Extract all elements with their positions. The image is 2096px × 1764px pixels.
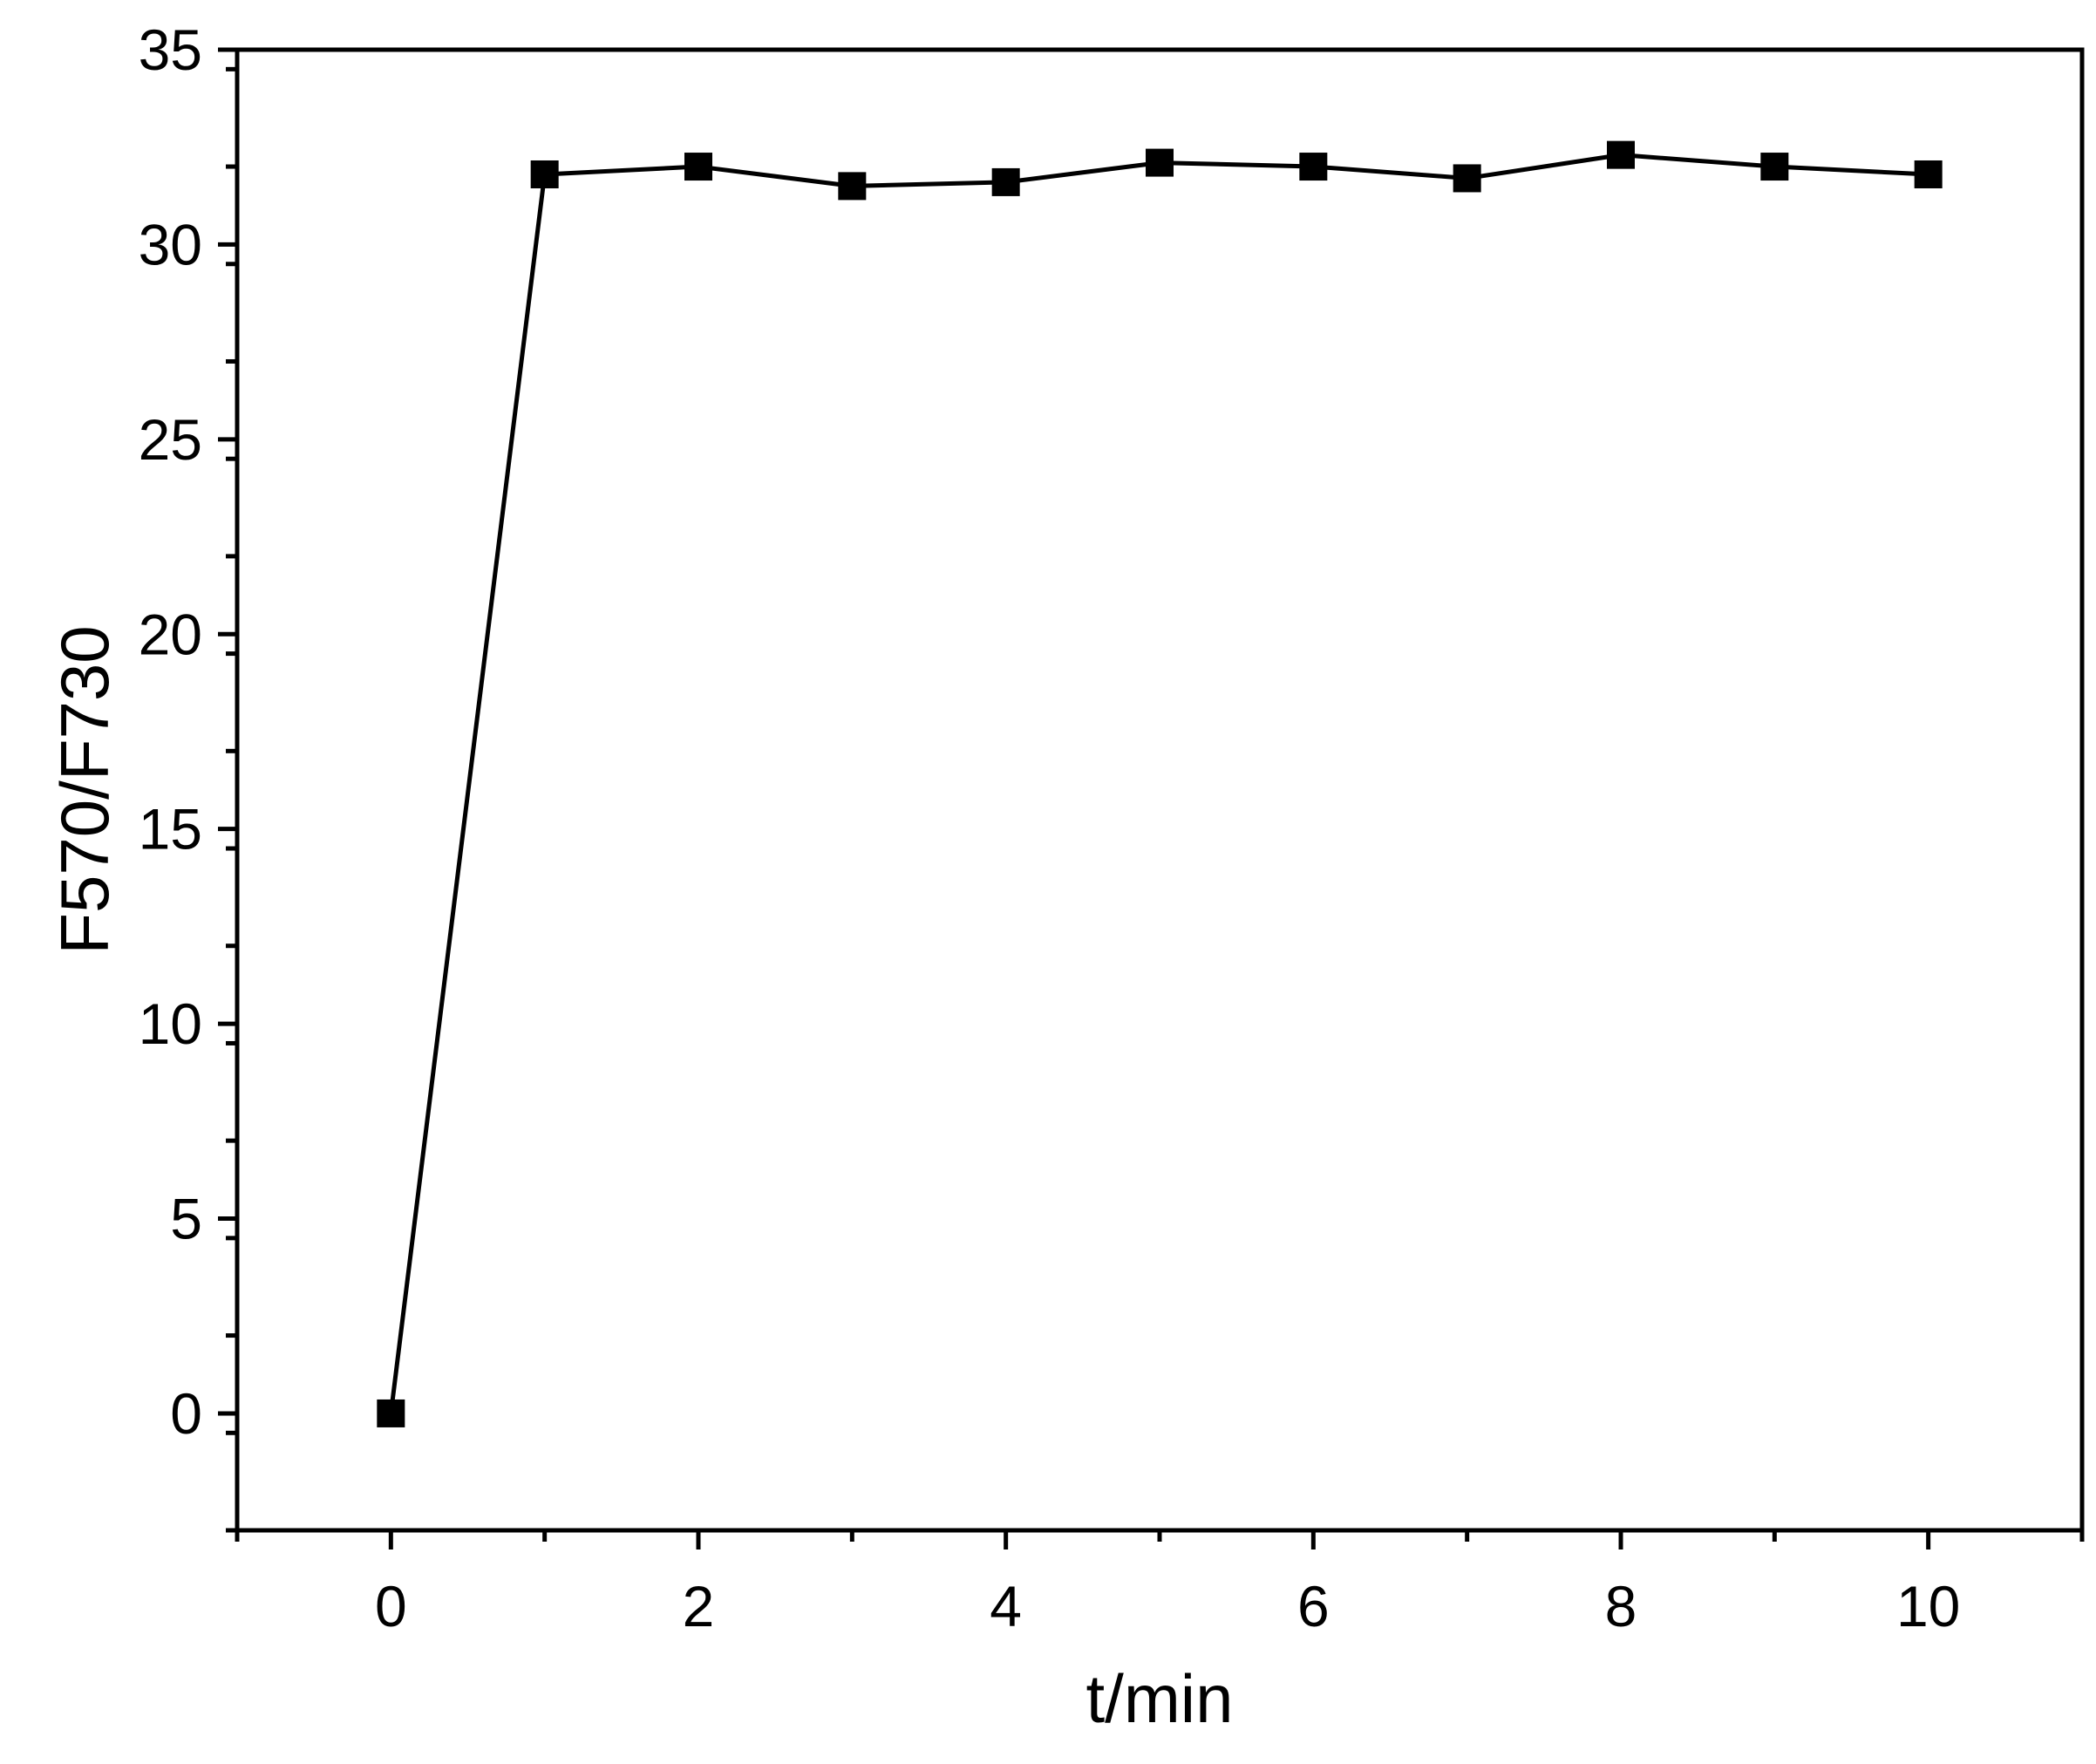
data-series	[377, 140, 1943, 1427]
x-tick-label: 6	[1297, 1574, 1330, 1638]
plot-frame	[235, 47, 2085, 1533]
data-point-marker	[1760, 153, 1789, 181]
data-point-marker	[1453, 164, 1481, 193]
y-axis-label: F570/F730	[46, 625, 123, 954]
y-tick-label: 25	[139, 407, 202, 472]
y-tick-label: 5	[170, 1187, 202, 1251]
y-tick-label: 20	[139, 602, 202, 666]
data-point-marker	[1607, 140, 1635, 169]
x-tick-label: 4	[990, 1574, 1022, 1638]
y-tick-label: 30	[139, 212, 202, 276]
series-line	[388, 153, 1929, 1414]
x-axis-label: t/min	[1085, 1660, 1233, 1737]
data-point-marker	[684, 153, 712, 181]
x-axis-ticks: 0 2 4 6 8 10	[235, 1530, 2085, 1638]
data-point-marker	[530, 160, 559, 188]
data-point-marker	[1146, 148, 1174, 177]
y-axis-ticks: 0 5 10 15 20 25 30 35	[139, 17, 237, 1533]
data-point-marker	[377, 1399, 405, 1427]
x-tick-label: 10	[1896, 1574, 1960, 1638]
data-point-marker	[838, 172, 867, 201]
x-tick-label: 2	[683, 1574, 715, 1638]
plot-border	[235, 47, 2085, 1533]
data-point-marker	[991, 167, 1020, 196]
x-tick-label: 0	[375, 1574, 407, 1638]
x-tick-label: 8	[1605, 1574, 1637, 1638]
data-point-marker	[1299, 153, 1328, 181]
y-tick-label: 15	[139, 797, 202, 862]
y-tick-label: 35	[139, 17, 202, 82]
data-point-marker	[1914, 160, 1943, 188]
y-tick-label: 0	[170, 1381, 202, 1446]
y-tick-label: 10	[139, 991, 202, 1056]
